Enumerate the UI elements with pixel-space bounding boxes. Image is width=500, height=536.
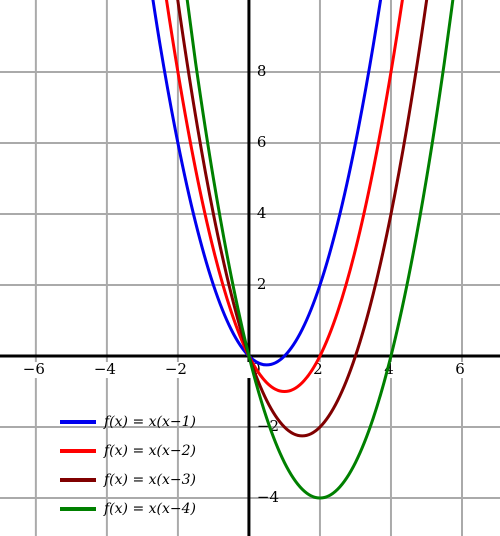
legend-label: f(x) = x(x−3) [103, 472, 196, 488]
x-tick-label: −6 [23, 360, 45, 378]
tick-label-bg [165, 362, 188, 379]
curve [164, 0, 404, 394]
y-tick-label: 4 [257, 204, 267, 222]
tick-label-bg [23, 362, 46, 379]
y-tick-label: 6 [257, 133, 267, 151]
x-tick-label: 6 [455, 360, 465, 378]
curve [176, 0, 429, 438]
tick-label-bg [450, 362, 473, 379]
x-tick-label: 2 [313, 360, 323, 378]
x-tick-label: −2 [165, 360, 187, 378]
y-tick-label: 8 [257, 62, 267, 80]
plot-area [151, 0, 455, 500]
x-tick-label: −4 [94, 360, 116, 378]
tick-label-bg [378, 362, 401, 379]
y-tick-label: 2 [257, 275, 267, 293]
legend-label: f(x) = x(x−2) [103, 443, 196, 459]
legend-label: f(x) = x(x−1) [103, 414, 196, 430]
tick-label-bg [94, 362, 117, 379]
curve [151, 0, 383, 367]
curve [185, 0, 455, 500]
legend-label: f(x) = x(x−4) [103, 501, 196, 517]
y-tick-label: −4 [257, 488, 279, 506]
